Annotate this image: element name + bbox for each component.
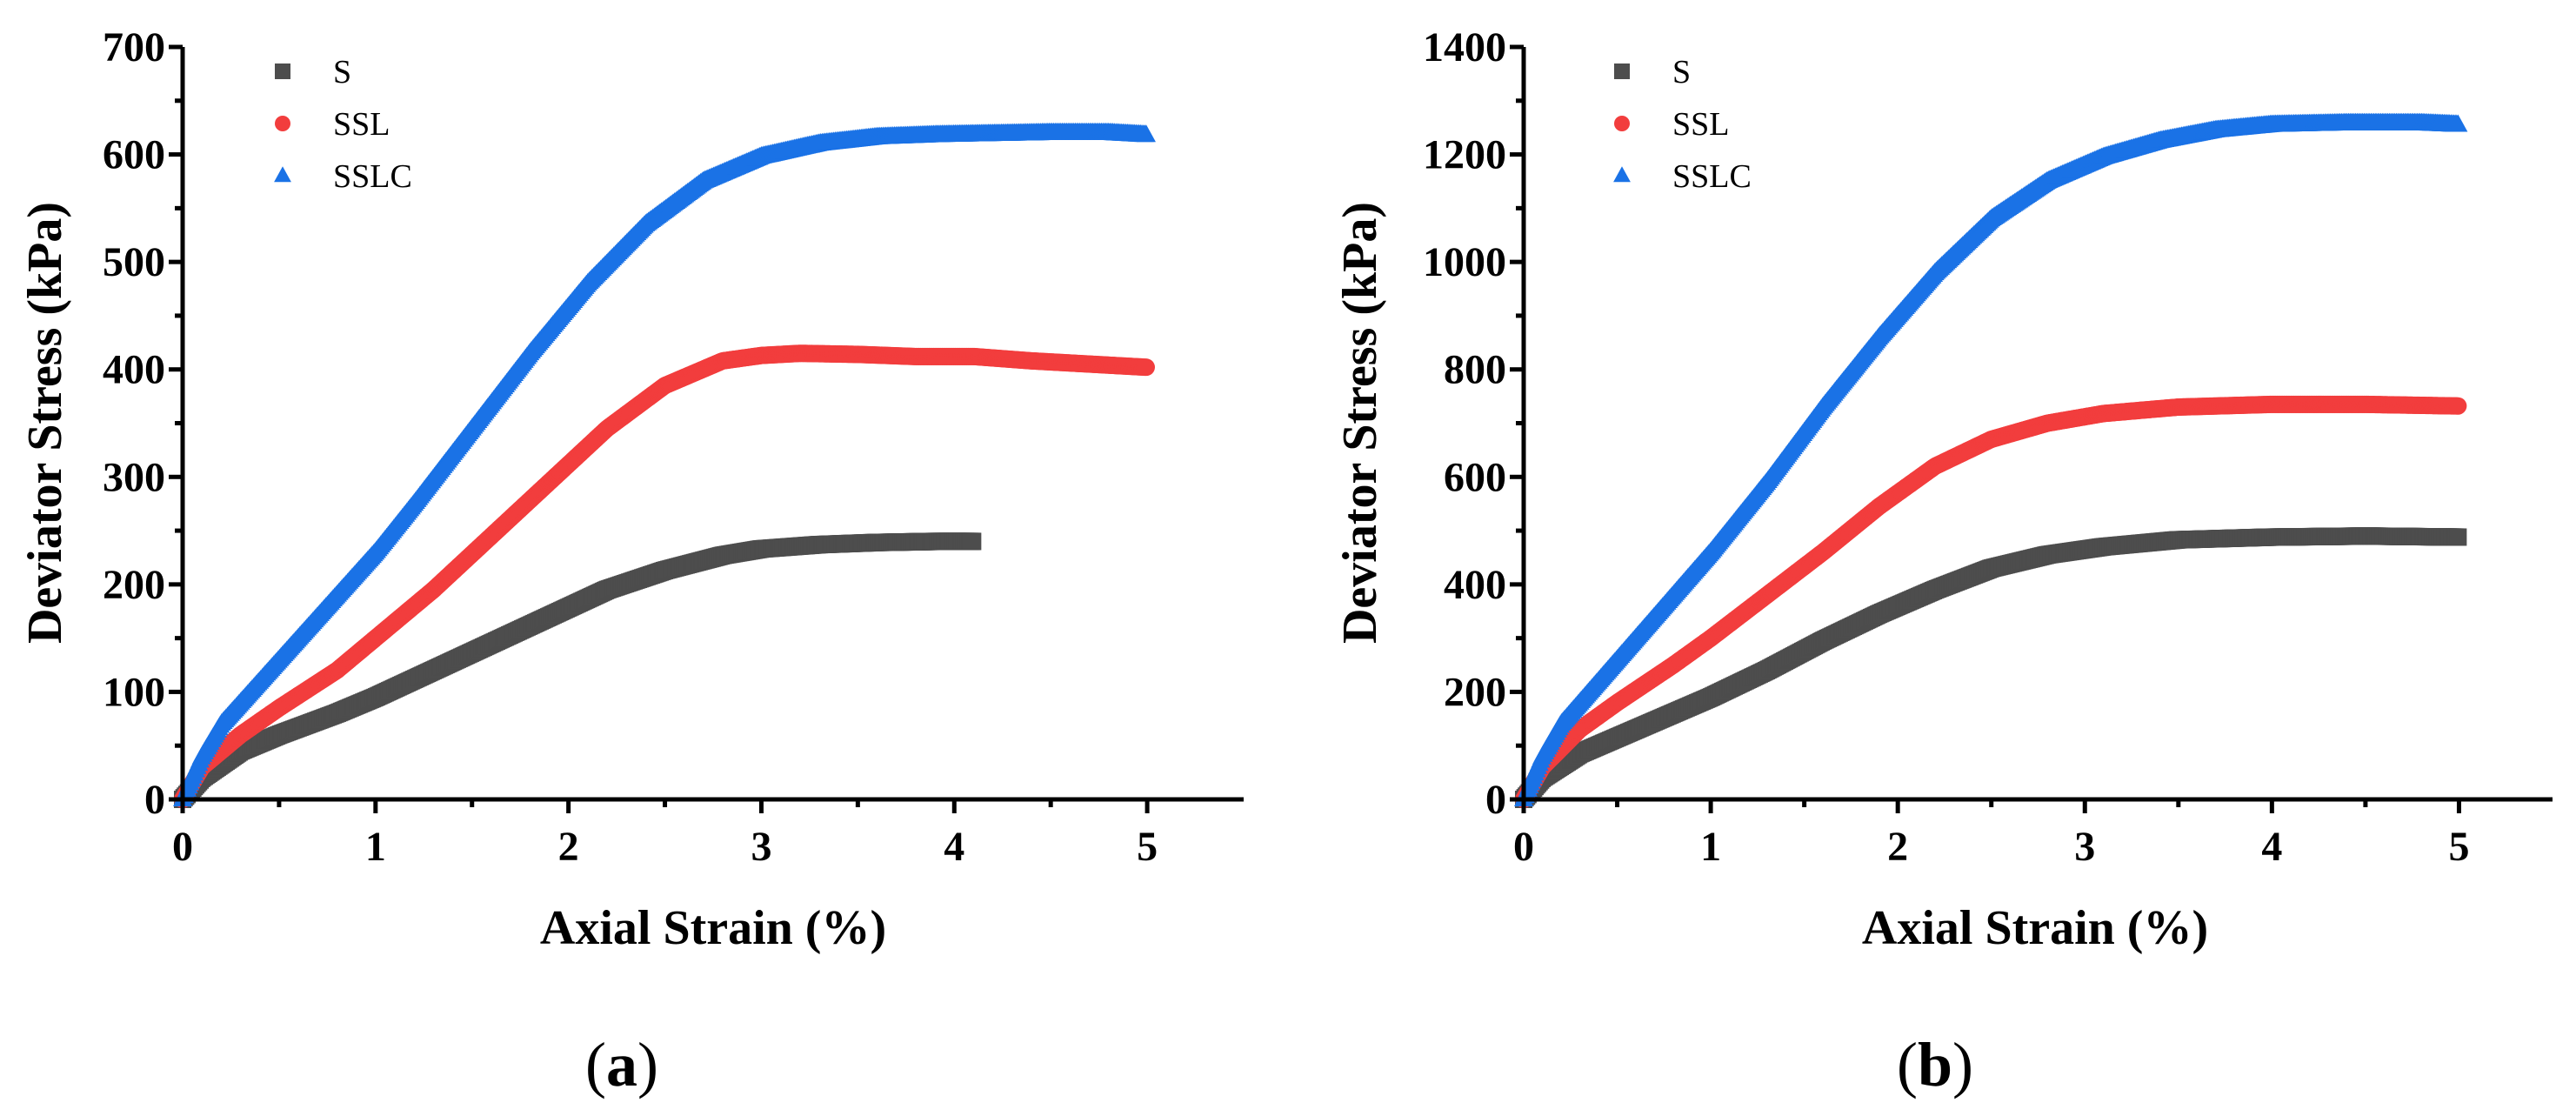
- x-tick-label: 1: [1700, 824, 1721, 870]
- x-ticks-a: 0 1 2 3 4 5: [172, 799, 1158, 870]
- data-point-S: [964, 532, 982, 551]
- panel-label-b: (b): [1897, 1030, 1973, 1099]
- series-layer-b: [1514, 112, 2468, 808]
- legend-marker-SSLC: [1613, 166, 1631, 183]
- y-tick-label: 800: [1444, 347, 1506, 393]
- x-tick-label: 3: [2074, 824, 2095, 870]
- series-SSLC: [173, 122, 1156, 806]
- legend-b: S SSL SSLC: [1613, 54, 1752, 195]
- legend-marker-SSL: [275, 116, 290, 131]
- y-tick-label: 400: [1444, 562, 1506, 608]
- y-tick-label: 1200: [1423, 132, 1506, 178]
- x-tick-label: 4: [944, 824, 964, 870]
- series-SSLC: [1514, 112, 2468, 806]
- data-point-SSLC: [1136, 124, 1156, 143]
- y-tick-label: 1400: [1423, 24, 1506, 70]
- y-axis-title-b: Deviator Stress (kPa): [1333, 202, 1387, 644]
- y-axis-title-a: Deviator Stress (kPa): [18, 202, 72, 644]
- y-tick-label: 200: [1444, 669, 1506, 715]
- x-tick-label: 5: [2448, 824, 2469, 870]
- legend-marker-SSLC: [274, 166, 291, 183]
- y-tick-label: 100: [103, 669, 165, 715]
- x-tick-label: 3: [751, 824, 771, 870]
- x-tick-label: 5: [1137, 824, 1158, 870]
- legend-label-SSL: SSL: [333, 106, 390, 143]
- legend-label-SSLC: SSLC: [333, 158, 412, 195]
- y-tick-label: 1000: [1423, 239, 1506, 285]
- legend-label-S: S: [1672, 54, 1691, 90]
- panel-label-b-letter: b: [1918, 1030, 1952, 1099]
- x-tick-label: 0: [172, 824, 193, 870]
- y-tick-label: 700: [103, 24, 165, 70]
- y-tick-label: 0: [144, 777, 165, 823]
- y-ticks-a: 0 100 200 300 400 500 600 700: [103, 24, 183, 823]
- series-SSL: [174, 344, 1155, 808]
- data-point-SSL: [1137, 358, 1155, 377]
- x-axis-title-a: Axial Strain (%): [540, 901, 886, 955]
- data-point-S: [2449, 528, 2467, 546]
- y-ticks-b: 0 200 400 600 800 1000 1200 1400: [1423, 24, 1524, 823]
- x-tick-label: 4: [2261, 824, 2282, 870]
- panel-label-a: (a): [585, 1030, 658, 1099]
- x-ticks-b: 0 1 2 3 4 5: [1513, 799, 2469, 870]
- legend-label-S: S: [333, 54, 351, 90]
- chart-panel-a: 0 1 2 3 4 5 0 100 200 300 400 500 600 700 Axial Stra…: [18, 24, 1244, 1099]
- x-tick-label: 0: [1513, 824, 1534, 870]
- legend-marker-S: [1614, 63, 1630, 79]
- y-tick-label: 600: [103, 132, 165, 178]
- legend-marker-SSL: [1614, 116, 1630, 131]
- legend-marker-S: [275, 63, 290, 79]
- series-SSL: [1515, 395, 2467, 808]
- x-tick-label: 2: [558, 824, 579, 870]
- legend-a: S SSL SSLC: [274, 54, 412, 195]
- series-layer-a: [173, 122, 1156, 808]
- data-point-SSL: [2449, 397, 2467, 415]
- legend-label-SSL: SSL: [1672, 106, 1729, 143]
- y-tick-label: 200: [103, 562, 165, 608]
- legend-label-SSLC: SSLC: [1672, 158, 1752, 195]
- y-tick-label: 300: [103, 454, 165, 500]
- panel-label-a-letter: a: [606, 1030, 637, 1099]
- x-tick-label: 2: [1887, 824, 1908, 870]
- series-S: [1515, 527, 2467, 808]
- y-tick-label: 500: [103, 239, 165, 285]
- series-S: [174, 532, 982, 808]
- x-axis-title-b: Axial Strain (%): [1862, 901, 2208, 955]
- x-tick-label: 1: [365, 824, 386, 870]
- chart-panel-b: 0 1 2 3 4 5 0 200 400 600 800 1000 1200 1400 Axial S…: [1333, 24, 2553, 1099]
- y-tick-label: 400: [103, 347, 165, 393]
- y-tick-label: 600: [1444, 454, 1506, 500]
- y-tick-label: 0: [1485, 777, 1506, 823]
- data-point-SSLC: [2448, 114, 2468, 132]
